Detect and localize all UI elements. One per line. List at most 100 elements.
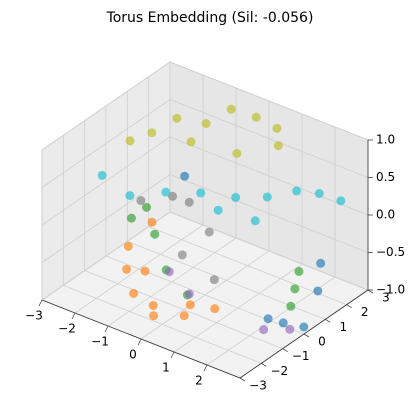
- point: [316, 258, 326, 268]
- grid-line: [169, 61, 369, 141]
- point: [299, 322, 309, 332]
- point: [263, 314, 273, 324]
- x-tick-label: −2: [58, 322, 76, 336]
- point: [140, 266, 150, 276]
- grid-line: [41, 61, 171, 151]
- y-tick-label: 1: [340, 320, 348, 334]
- point: [168, 191, 178, 201]
- point: [196, 188, 206, 198]
- x-tick-label: 0: [129, 348, 137, 362]
- grid-line: [169, 174, 369, 253]
- grid-line: [169, 99, 369, 178]
- tick-mark: [170, 351, 175, 359]
- point: [164, 267, 174, 277]
- x-tick-label: 1: [162, 361, 170, 375]
- point: [278, 318, 288, 328]
- y-tick-label: −2: [270, 364, 288, 378]
- point: [210, 304, 220, 314]
- tick-mark: [38, 299, 43, 307]
- point: [336, 196, 346, 206]
- z-tick-label: −1.0: [376, 283, 405, 297]
- point: [149, 311, 159, 321]
- point: [286, 301, 296, 311]
- tick-mark: [261, 362, 267, 367]
- point: [97, 170, 107, 180]
- x-tick-label: −3: [25, 309, 43, 323]
- point: [204, 227, 214, 237]
- point: [184, 197, 194, 207]
- point: [147, 128, 157, 138]
- point: [313, 286, 323, 296]
- point: [259, 325, 269, 335]
- point: [314, 189, 324, 198]
- tick-mark: [71, 312, 76, 320]
- grid-line: [41, 211, 171, 301]
- x-tick-label: −1: [91, 335, 109, 349]
- z-tick-label: 1.0: [376, 133, 395, 147]
- point: [201, 119, 211, 129]
- point: [185, 300, 195, 310]
- grid-line: [169, 136, 369, 216]
- point: [125, 136, 135, 146]
- point: [250, 216, 260, 226]
- tick-mark: [104, 325, 109, 333]
- grid-line: [41, 99, 171, 188]
- grid-line: [169, 211, 369, 291]
- tick-mark: [203, 364, 208, 372]
- y-tick-label: −3: [249, 379, 267, 393]
- point: [209, 275, 219, 285]
- point: [161, 187, 171, 197]
- grid-line: [41, 136, 171, 226]
- tick-mark: [303, 333, 310, 338]
- z-tick-label: 0.5: [376, 170, 395, 184]
- point: [150, 229, 160, 239]
- point: [232, 149, 242, 158]
- axis-line: [239, 289, 369, 379]
- point: [126, 213, 136, 223]
- point: [292, 186, 302, 196]
- y-tick-label: 2: [361, 305, 369, 319]
- tick-mark: [346, 304, 352, 309]
- point: [226, 104, 236, 114]
- point: [186, 137, 196, 147]
- point: [136, 196, 146, 206]
- point: [142, 202, 152, 212]
- grid-line: [63, 284, 262, 364]
- point: [213, 205, 223, 215]
- point: [285, 324, 295, 334]
- tick-mark: [367, 289, 374, 294]
- point: [122, 264, 132, 274]
- point: [179, 311, 189, 321]
- point: [294, 266, 304, 276]
- tick-mark: [325, 318, 331, 323]
- y-tick-label: 3: [382, 291, 390, 305]
- y-tick-label: −1: [292, 349, 310, 363]
- axis-line: [41, 299, 241, 379]
- point: [125, 191, 135, 201]
- tick-mark: [239, 377, 246, 382]
- tick-mark: [137, 338, 142, 346]
- point: [177, 250, 187, 260]
- point: [273, 141, 283, 151]
- point: [172, 113, 182, 123]
- point: [123, 241, 133, 251]
- grid-line: [84, 270, 283, 350]
- chart-title: Torus Embedding (Sil: -0.056): [106, 10, 314, 26]
- point: [262, 192, 272, 202]
- tick-mark: [282, 348, 288, 353]
- point: [231, 192, 241, 202]
- z-tick-label: 0.0: [376, 208, 395, 222]
- point: [180, 171, 190, 181]
- point: [251, 112, 261, 122]
- z-tick-label: −0.5: [376, 245, 405, 259]
- point: [147, 217, 157, 227]
- point: [272, 123, 282, 133]
- grid-line: [41, 174, 171, 263]
- y-tick-label: 0: [318, 335, 326, 349]
- point: [290, 284, 300, 294]
- point: [148, 300, 158, 310]
- x-tick-label: 2: [195, 374, 203, 388]
- point: [129, 288, 139, 298]
